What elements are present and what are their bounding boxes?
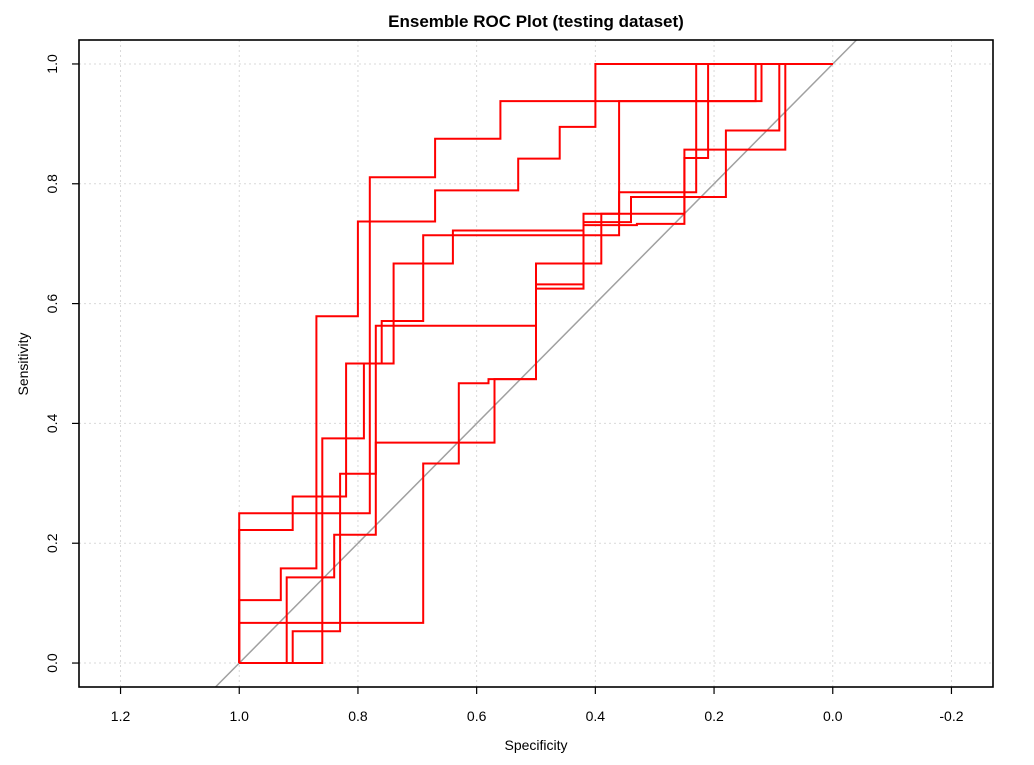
x-tick-label-2: 0.8 [348, 708, 368, 724]
y-tick-label-3: 0.6 [44, 294, 60, 314]
y-tick-label-4: 0.8 [44, 174, 60, 194]
y-tick-label-0: 0.0 [44, 653, 60, 673]
x-axis: 1.2 1.0 0.8 0.6 0.4 0.2 0.0 -0.2 [111, 687, 964, 724]
plot-frame [78, 39, 994, 688]
roc-curve-7 [238, 63, 833, 663]
roc-curve-6 [239, 63, 833, 664]
x-tick-label-6: 0.0 [823, 708, 843, 724]
x-tick-label-4: 0.4 [586, 708, 606, 724]
x-tick-label-5: 0.2 [704, 708, 724, 724]
x-axis-label: Specificity [504, 737, 567, 753]
y-tick-label-1: 0.2 [44, 533, 60, 553]
chart-title: Ensemble ROC Plot (testing dataset) [388, 12, 684, 31]
x-tick-label-7: -0.2 [939, 708, 963, 724]
y-axis: 0.0 0.2 0.4 0.6 0.8 1.0 [44, 54, 79, 673]
roc-curve-4 [239, 63, 833, 664]
roc-curve-2 [238, 63, 833, 663]
x-tick-label-3: 0.6 [467, 708, 487, 724]
x-tick-label-0: 1.2 [111, 708, 131, 724]
y-tick-label-2: 0.4 [44, 413, 60, 433]
y-tick-label-5: 1.0 [44, 54, 60, 74]
y-axis-label: Sensitivity [15, 332, 31, 395]
roc-curve-5 [239, 63, 833, 664]
roc-curve-1 [238, 63, 833, 663]
series-layer [238, 63, 833, 664]
x-tick-label-1: 1.0 [230, 708, 250, 724]
